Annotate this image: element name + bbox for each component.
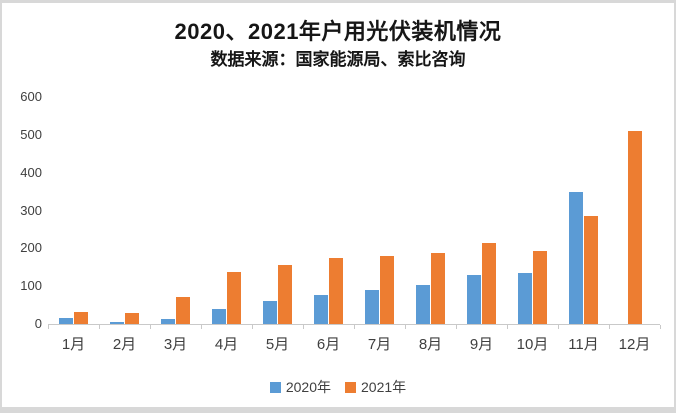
bar-2021年-1月	[74, 311, 88, 324]
chart-title: 2020、2021年户用光伏装机情况	[174, 19, 502, 44]
legend: 2020年 2021年	[2, 377, 674, 397]
legend-item-2021年: 2021年	[345, 377, 406, 397]
bar-2021年-5月	[278, 264, 292, 324]
y-tick-label: 400	[20, 164, 42, 180]
x-tick-label: 1月	[61, 336, 86, 353]
category-group: 2月	[99, 97, 151, 353]
bar-2021年-11月	[584, 216, 598, 324]
legend-swatch-icon	[345, 381, 356, 393]
bar-2021年-6月	[329, 257, 343, 324]
bar-2021年-3月	[176, 296, 190, 324]
y-tick-label: 600	[20, 89, 42, 104]
bar-2020年-10月	[518, 272, 532, 324]
chart-subtitle: 数据来源：国家能源局、索比咨询	[210, 50, 466, 69]
category-group: 5月	[252, 97, 304, 353]
bar-2021年-7月	[380, 256, 394, 324]
x-tick-label: 12月	[618, 336, 651, 353]
bar-2021年-9月	[482, 242, 496, 324]
x-tick-label: 5月	[265, 336, 290, 353]
bar-2020年-6月	[314, 294, 328, 324]
x-tick-label: 6月	[316, 336, 341, 353]
x-tick-label: 11月	[568, 336, 599, 353]
legend-item-2020年: 2020年	[269, 377, 331, 397]
bar-2020年-11月	[569, 191, 583, 324]
bar-2021年-12月	[627, 131, 642, 324]
category-group: 8月	[405, 97, 457, 353]
y-tick-label: 300	[20, 202, 42, 218]
bar-2020年-3月	[161, 318, 175, 324]
category-group: 4月	[201, 97, 253, 353]
category-group: 12月	[609, 97, 661, 353]
bar-2020年-4月	[212, 308, 226, 324]
legend-label: 2021年	[361, 379, 407, 395]
category-group: 1月	[48, 97, 100, 353]
chart-canvas: 2020、2021年户用光伏装机情况 数据来源：国家能源局、索比咨询 0 100 2…	[2, 3, 674, 407]
y-tick-label: 200	[20, 240, 42, 256]
bar-2020年-1月	[59, 318, 73, 324]
bar-2020年-2月	[110, 322, 124, 324]
x-tick-label: 2月	[112, 336, 137, 353]
category-group: 7月	[354, 97, 406, 353]
y-tick-label: 0	[34, 316, 42, 331]
category-group: 6月	[303, 97, 355, 353]
plot-area: 1月 2月 3月 4月 5月 6月 7月 8月 9月 10月 11月 12月	[48, 97, 661, 353]
bar-2020年-8月	[416, 284, 430, 324]
bar-2021年-8月	[431, 252, 445, 324]
bar-2021年-10月	[533, 250, 547, 324]
x-tick-label: 7月	[367, 336, 392, 353]
bar-2020年-7月	[365, 289, 379, 324]
category-group: 10月	[507, 97, 559, 353]
y-tick-label: 100	[20, 278, 42, 294]
bar-2021年-4月	[227, 272, 241, 324]
legend-label: 2020年	[285, 379, 331, 395]
bar-2020年-9月	[467, 274, 481, 324]
x-tick-label: 8月	[418, 336, 443, 353]
x-tick-label: 9月	[469, 336, 494, 353]
bar-2020年-5月	[263, 300, 277, 324]
category-group: 11月	[558, 97, 610, 353]
x-tick-label: 4月	[214, 336, 239, 353]
x-tick-label: 10月	[516, 336, 549, 353]
category-group: 9月	[456, 97, 508, 353]
x-tick-label: 3月	[163, 336, 188, 353]
category-group: 3月	[150, 97, 202, 353]
legend-swatch-icon	[269, 381, 281, 393]
y-axis: 0 100 200 300 400 500 600	[2, 90, 42, 331]
y-tick-label: 500	[20, 126, 42, 142]
bar-2021年-2月	[125, 313, 139, 324]
